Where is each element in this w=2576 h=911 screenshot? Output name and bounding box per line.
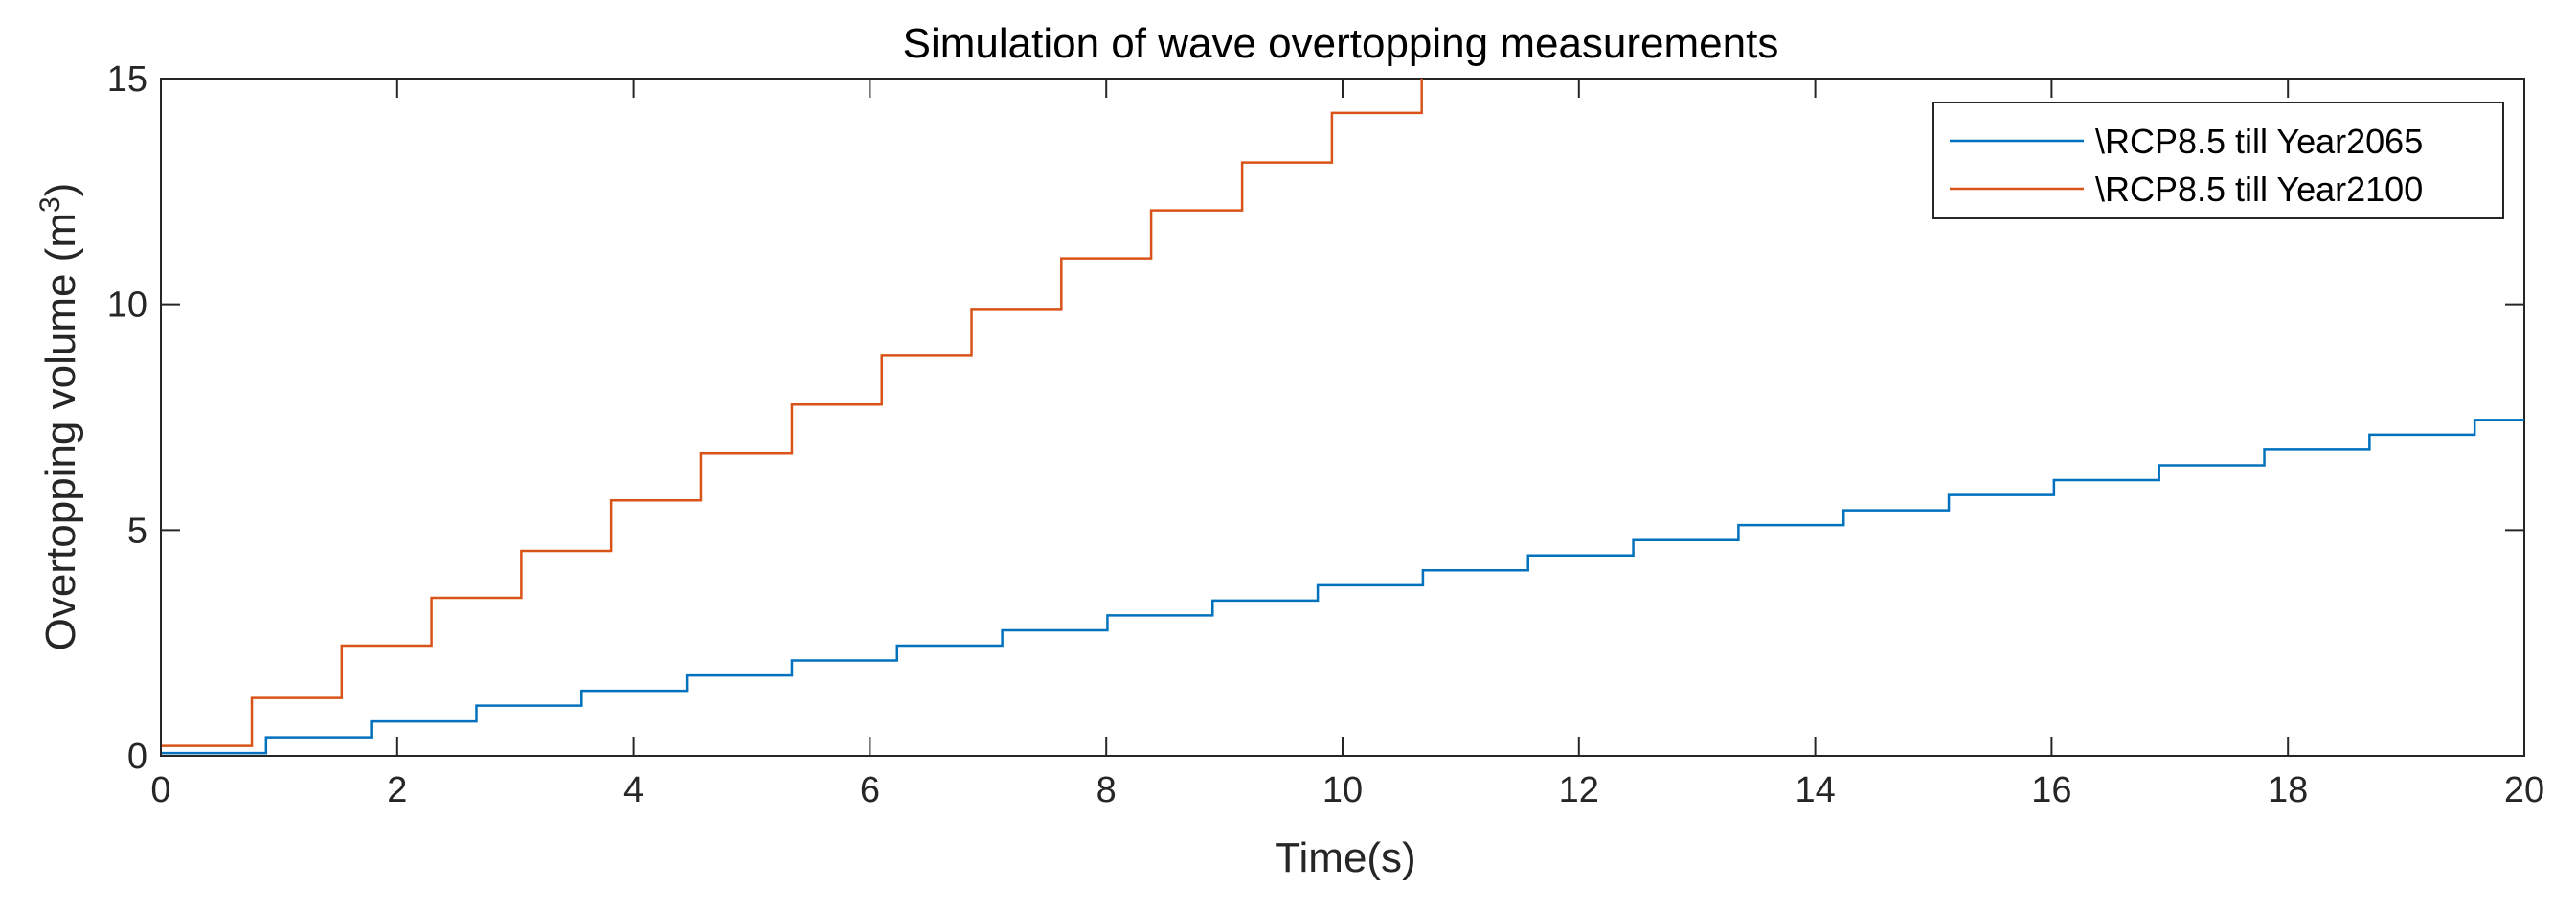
x-tick-label: 14 [1795,770,1835,810]
x-tick-label: 18 [2268,770,2308,810]
x-tick-label: 10 [1322,770,1363,810]
x-tick-label: 2 [387,770,407,810]
y-axis-title-main: Overtopping volume (m [37,213,84,650]
legend-box [1932,102,2504,219]
y-tick-label: 5 [127,511,147,551]
x-tick-label: 6 [860,770,880,810]
y-axis-title-close: ) [37,183,84,197]
x-tick-label: 16 [2031,770,2071,810]
x-axis-title: Time(s) [1275,834,1415,881]
y-tick-label: 15 [107,59,147,100]
x-tick-label: 20 [2504,770,2544,810]
y-axis-title: Overtopping volume (m3) [34,183,84,651]
x-tick-label: 12 [1559,770,1599,810]
x-tick-label: 8 [1096,770,1117,810]
series-line-1 [161,79,1423,747]
legend-label-rcp85-2100: \RCP8.5 till Year2100 [2095,170,2423,209]
series-line-0 [161,419,2524,755]
y-tick-label: 10 [107,285,147,326]
series-layer [161,79,2524,755]
y-axis-title-superscript: 3 [34,196,66,213]
x-tick-label: 0 [150,770,170,810]
ticks-layer: 0 2 4 6 8 10 12 14 16 18 20 0 5 10 15 [107,59,2544,810]
legend-label-rcp85-2065: \RCP8.5 till Year2065 [2095,122,2423,161]
y-tick-label: 0 [127,737,147,777]
chart-title: Simulation of wave overtopping measureme… [903,20,1779,67]
legend: \RCP8.5 till Year2065 \RCP8.5 till Year2… [1932,102,2504,219]
x-tick-label: 4 [623,770,644,810]
